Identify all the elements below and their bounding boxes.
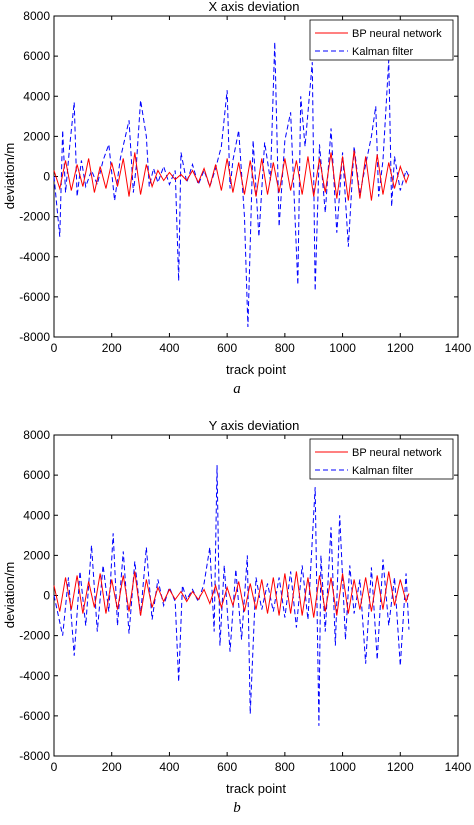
plot-area xyxy=(53,434,459,757)
legend-label-kalman: Kalman filter xyxy=(352,465,413,477)
x-tick-label: 800 xyxy=(275,760,295,774)
caption-a: a xyxy=(233,381,241,397)
y-tick-label: 0 xyxy=(43,170,50,184)
legend-label-bp: BP neural network xyxy=(352,447,442,459)
x-tick-label: 1200 xyxy=(387,341,414,355)
x-tick-label: 600 xyxy=(217,760,237,774)
series-kalman-filter xyxy=(53,42,410,327)
legend-box xyxy=(309,438,454,480)
chart-title: Y axis deviation xyxy=(209,418,300,433)
x-tick-label: 1200 xyxy=(387,760,414,774)
x-tick-label: 0 xyxy=(51,760,58,774)
series-layer xyxy=(53,465,410,726)
legend-box xyxy=(309,19,454,61)
series-layer xyxy=(53,42,410,327)
y-tick-label: -8000 xyxy=(19,330,50,344)
plot-area xyxy=(53,15,459,338)
panel-x-deviation: X axis deviation 0 200 400 600 800 1000 1200 14… xyxy=(2,0,472,377)
y-tick-label: -6000 xyxy=(19,290,50,304)
x-tick-label: 1400 xyxy=(445,760,472,774)
panel-y-deviation: Y axis deviation 0 200 400 600 800 1000 1200 14… xyxy=(2,418,472,796)
caption-b: b xyxy=(233,800,241,816)
x-tick-label: 1000 xyxy=(329,760,356,774)
y-tick-label: 2000 xyxy=(23,129,50,143)
y-tick-label: 4000 xyxy=(23,508,50,522)
legend-label-bp: BP neural network xyxy=(352,28,442,40)
x-axis-label: track point xyxy=(226,362,286,377)
x-tick-label: 200 xyxy=(102,341,122,355)
y-tick-label: 6000 xyxy=(23,49,50,63)
x-axis-label: track point xyxy=(226,781,286,796)
x-tick-label: 800 xyxy=(275,341,295,355)
x-tick-label: 1000 xyxy=(329,341,356,355)
series-bp-neural-network xyxy=(53,150,410,201)
y-tick-label: 2000 xyxy=(23,548,50,562)
y-tick-label: 4000 xyxy=(23,89,50,103)
series-bp-neural-network xyxy=(53,571,410,618)
chart-title: X axis deviation xyxy=(208,0,299,14)
y-axis-label: deviation/m xyxy=(2,143,17,209)
tick-layer: 0 200 400 600 800 1000 1200 1400 8000 6000 4000 200… xyxy=(19,9,471,355)
y-tick-label: 0 xyxy=(43,589,50,603)
y-tick-label: -8000 xyxy=(19,749,50,763)
x-tick-label: 600 xyxy=(217,341,237,355)
series-kalman-filter xyxy=(53,465,410,726)
y-tick-label: 8000 xyxy=(23,428,50,442)
legend: BP neural network Kalman filter xyxy=(309,438,454,480)
x-tick-label: 0 xyxy=(51,341,58,355)
legend-label-kalman: Kalman filter xyxy=(352,46,413,58)
y-tick-label: -2000 xyxy=(19,629,50,643)
y-tick-label: -6000 xyxy=(19,709,50,723)
x-tick-label: 1400 xyxy=(445,341,472,355)
y-tick-label: -4000 xyxy=(19,669,50,683)
y-tick-label: 6000 xyxy=(23,468,50,482)
y-tick-label: -2000 xyxy=(19,210,50,224)
y-tick-label: 8000 xyxy=(23,9,50,23)
x-tick-label: 200 xyxy=(102,760,122,774)
x-tick-label: 400 xyxy=(159,760,179,774)
y-axis-label: deviation/m xyxy=(2,562,17,628)
x-tick-label: 400 xyxy=(159,341,179,355)
y-tick-label: -4000 xyxy=(19,250,50,264)
legend: BP neural network Kalman filter xyxy=(309,19,454,61)
